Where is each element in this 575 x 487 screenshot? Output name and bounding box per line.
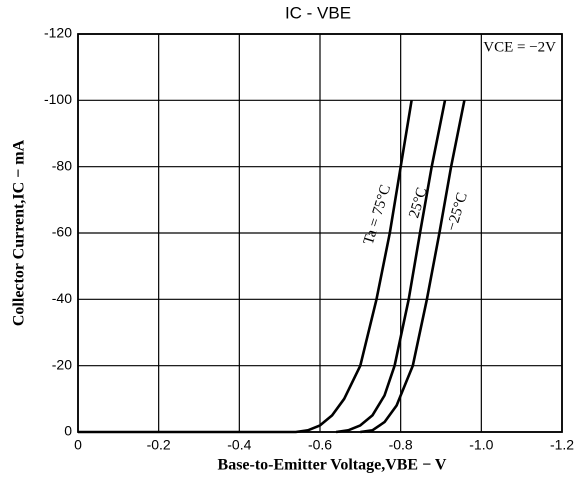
series-line <box>78 100 413 434</box>
series-line <box>335 100 447 434</box>
y-tick-label: -60 <box>52 224 72 240</box>
x-tick-label: -0.8 <box>389 437 413 453</box>
y-tick-label: 0 <box>64 423 72 439</box>
x-tick-label: -1.0 <box>469 437 493 453</box>
y-axis-label: Collector Current,IC − mA <box>11 139 28 326</box>
chart-title: IC - VBE <box>285 3 351 22</box>
x-tick-label: -0.2 <box>147 437 171 453</box>
y-tick-label: -40 <box>52 290 72 306</box>
annotation: −25°C <box>444 191 471 233</box>
y-tick-label: -120 <box>44 25 72 41</box>
plot-frame <box>77 33 563 433</box>
series-line <box>360 100 466 434</box>
x-tick-label: -0.4 <box>227 437 251 453</box>
x-tick-label: 0 <box>74 437 82 453</box>
y-tick-label: -80 <box>52 157 72 173</box>
x-tick-label: -1.2 <box>550 437 574 453</box>
annotation: VCE = −2V <box>483 39 556 55</box>
x-axis-label: Base-to-Emitter Voltage,VBE − V <box>218 457 447 474</box>
x-tick-label: -0.6 <box>308 437 332 453</box>
y-tick-label: -20 <box>52 356 72 372</box>
y-tick-label: -100 <box>44 91 72 107</box>
